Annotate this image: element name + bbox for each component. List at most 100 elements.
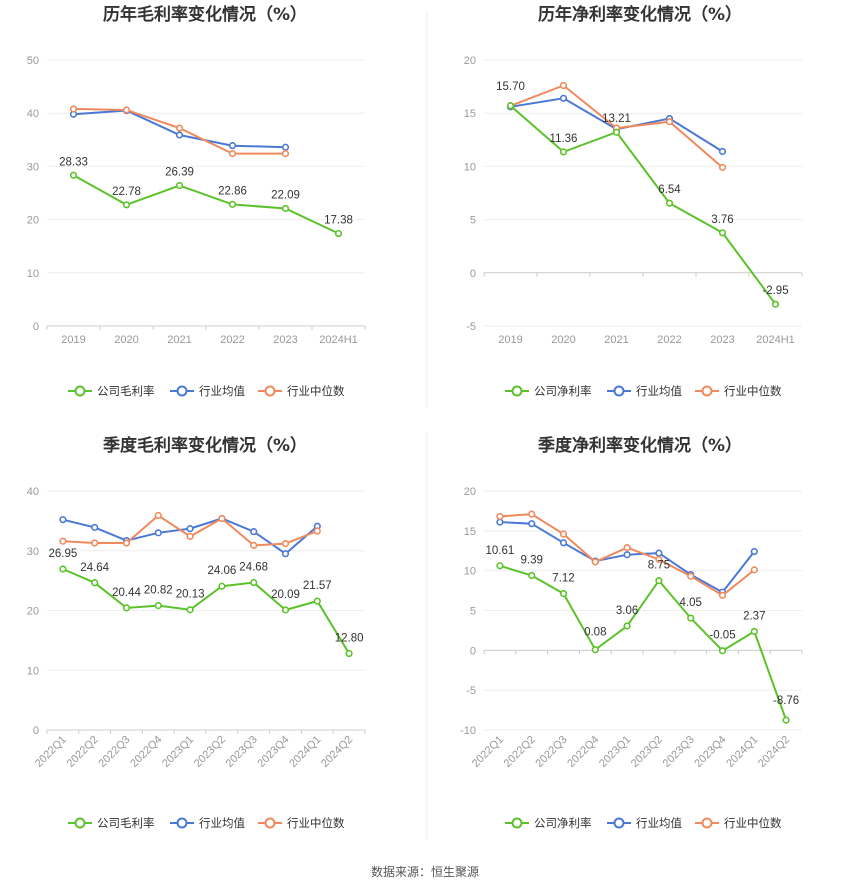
data-point-company [612, 128, 621, 136]
data-point-company [345, 649, 353, 658]
data-point-avg [655, 549, 663, 557]
data-point-company [91, 579, 99, 587]
data-point-avg [59, 516, 67, 524]
data-point-company [281, 606, 290, 614]
y-tick-label: 5 [470, 606, 476, 618]
data-label: 20.09 [271, 589, 300, 601]
data-point-median [750, 566, 758, 574]
data-point-median [623, 543, 631, 552]
y-tick-label: 20 [27, 215, 39, 227]
data-point-median [175, 124, 184, 132]
data-point-avg [496, 518, 504, 526]
data-point-avg [281, 550, 290, 558]
data-label: 13.21 [602, 113, 631, 125]
x-tick-label: 2024H1 [756, 334, 795, 346]
series-line-company [499, 564, 788, 721]
legend-label: 公司毛利率 [97, 384, 155, 398]
data-point-company [506, 102, 515, 110]
x-tick-label: 2023Q4 [692, 734, 728, 770]
chart-title: 历年毛利率变化情况（%） [103, 4, 307, 25]
data-label: 24.06 [208, 565, 237, 577]
data-point-median [59, 537, 67, 545]
y-tick-label: 15 [464, 108, 476, 120]
x-tick-label: 2023Q1 [597, 734, 633, 770]
legend-label: 行业中位数 [724, 384, 782, 398]
data-point-median [281, 539, 290, 548]
legend-swatch-marker [176, 385, 188, 397]
legend-swatch-marker [613, 385, 625, 397]
legend-swatch-marker [176, 817, 188, 829]
data-label: 2.37 [743, 610, 765, 622]
x-tick-label: 2023Q2 [192, 734, 228, 770]
data-point-company [665, 199, 674, 207]
data-label: 22.09 [271, 189, 300, 201]
data-label: 12.80 [335, 633, 364, 645]
data-point-median [154, 511, 162, 520]
annual-net-margin-chart: 历年净利率变化情况（%） -5 0 5 10 15 20 2019 2020 2021 2022 20… [464, 4, 803, 398]
data-point-median [718, 163, 727, 172]
data-label: 24.68 [239, 562, 268, 574]
series-line-company [73, 174, 339, 235]
data-label: 3.06 [616, 605, 638, 617]
data-point-company [559, 148, 568, 156]
legend-label: 行业中位数 [724, 816, 782, 830]
x-tick-label: 2022Q3 [533, 734, 569, 770]
data-point-avg [559, 539, 568, 547]
y-tick-label: -5 [466, 685, 476, 697]
x-tick-label: 2023Q3 [224, 734, 260, 770]
data-point-avg [186, 525, 194, 533]
data-label: -0.05 [709, 630, 735, 642]
x-tick-label: 2021 [604, 334, 628, 346]
y-tick-label: 40 [27, 486, 39, 498]
legend-swatch-marker [701, 817, 713, 829]
data-label: 24.64 [80, 562, 109, 574]
data-label: 4.05 [680, 597, 702, 609]
data-point-avg [281, 143, 290, 151]
x-tick-label: 2022Q2 [65, 734, 101, 770]
chart-title: 季度净利率变化情况（%） [538, 435, 742, 456]
legend-label: 公司净利率 [534, 816, 592, 830]
data-label: 9.39 [521, 555, 543, 567]
y-tick-label: -10 [460, 725, 476, 737]
data-point-avg [718, 147, 727, 156]
data-point-company [559, 590, 568, 598]
data-point-company [218, 582, 226, 590]
data-point-company [122, 201, 131, 209]
data-point-avg [175, 131, 184, 139]
legend-label: 公司毛利率 [97, 816, 155, 830]
data-point-median [496, 512, 504, 521]
x-tick-label: 2024Q1 [724, 734, 760, 770]
x-tick-label: 2022 [220, 334, 244, 346]
data-point-avg [528, 520, 536, 528]
quarterly-gross-margin-chart: 季度毛利率变化情况（%）0102030402022Q12022Q22022Q32… [27, 435, 366, 830]
x-tick-label: 2022Q1 [470, 734, 506, 770]
data-label: 22.86 [218, 185, 247, 197]
legend-swatch-marker [264, 817, 276, 829]
data-point-company [175, 182, 184, 190]
x-tick-label: 2020 [551, 334, 575, 346]
data-point-company [250, 578, 258, 587]
y-tick-label: 40 [27, 108, 39, 120]
data-point-company [718, 229, 727, 237]
data-label: 6.54 [658, 184, 681, 196]
x-tick-label: 2019 [61, 334, 85, 346]
data-point-company [528, 571, 536, 580]
data-point-median [528, 510, 536, 518]
x-tick-label: 2024Q2 [756, 734, 792, 770]
data-point-median [69, 105, 78, 113]
data-point-median [122, 539, 131, 547]
x-tick-label: 2022Q4 [565, 734, 601, 770]
x-tick-label: 2023 [710, 334, 734, 346]
data-point-median [665, 118, 674, 126]
y-tick-label: 0 [470, 268, 476, 280]
y-tick-label: 0 [33, 725, 39, 737]
data-point-company [334, 229, 343, 238]
data-point-company [154, 602, 162, 610]
legend-label: 行业均值 [636, 385, 682, 398]
data-label: 21.57 [303, 580, 332, 592]
data-point-company [771, 300, 780, 308]
data-label: 20.13 [176, 589, 205, 601]
data-point-median [186, 532, 194, 541]
legend-swatch-marker [701, 385, 713, 397]
x-tick-label: 2023Q1 [160, 734, 196, 770]
